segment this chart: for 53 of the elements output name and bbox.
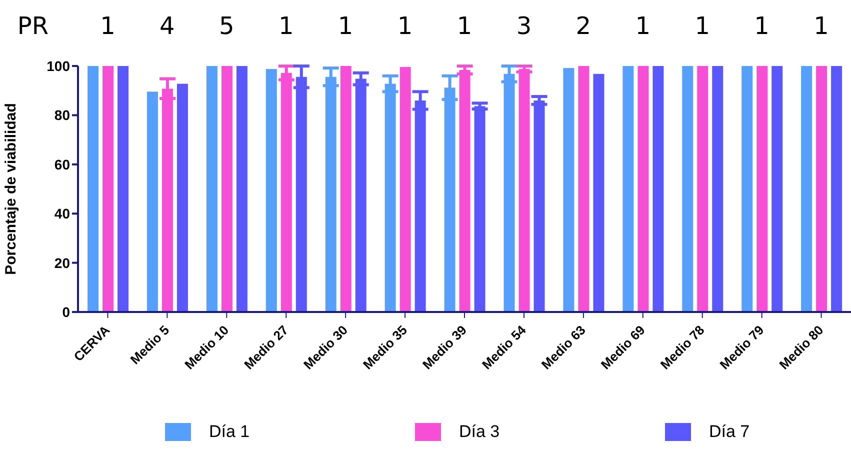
bar [697, 66, 708, 312]
bar [206, 66, 218, 312]
text: 4 [158, 12, 176, 40]
bar [593, 74, 604, 312]
y-axis-title: Porcentaje de viabilidad [2, 103, 20, 275]
bar [221, 66, 232, 312]
text: 3 [515, 12, 533, 40]
bar [340, 66, 352, 312]
bar [102, 66, 114, 312]
legend-label: Día 1 [209, 422, 250, 442]
text: 1 [396, 12, 414, 40]
legend-label: Día 3 [459, 422, 500, 442]
bar [518, 68, 530, 312]
bar [622, 66, 634, 312]
bar [563, 68, 574, 312]
bar [266, 68, 277, 312]
bar [638, 66, 649, 312]
text: 1 [277, 12, 295, 40]
text: 1 [336, 12, 354, 40]
y-tick-label: 60 [54, 156, 70, 172]
y-tick-label: 0 [62, 304, 70, 320]
y-tick-label: 100 [46, 58, 70, 74]
text: 1 [634, 12, 652, 40]
bar [400, 66, 411, 312]
bar [236, 66, 248, 312]
y-tick-label: 20 [54, 254, 70, 271]
bar [652, 66, 664, 312]
bar [742, 66, 753, 312]
bar [801, 66, 812, 312]
text: 1 [99, 12, 116, 40]
bar [578, 66, 590, 312]
bar [176, 84, 188, 312]
bar [831, 66, 842, 312]
bar [682, 66, 694, 312]
text: 1 [694, 12, 711, 40]
text: 1 [456, 12, 474, 40]
bar [756, 66, 768, 312]
bar [712, 66, 724, 312]
bar [772, 66, 783, 312]
text: 2 [574, 12, 592, 40]
text: PR [16, 12, 50, 40]
text: 5 [218, 12, 236, 40]
bar [88, 66, 99, 312]
legend-label: Día 7 [709, 422, 750, 442]
bar [118, 66, 129, 312]
bar [459, 70, 470, 312]
bar [146, 92, 158, 312]
y-tick-label: 80 [54, 107, 70, 124]
text: 1 [812, 12, 830, 40]
bar [534, 100, 545, 312]
bar [816, 66, 828, 312]
y-tick-label: 40 [54, 206, 70, 222]
text: 1 [753, 12, 770, 40]
